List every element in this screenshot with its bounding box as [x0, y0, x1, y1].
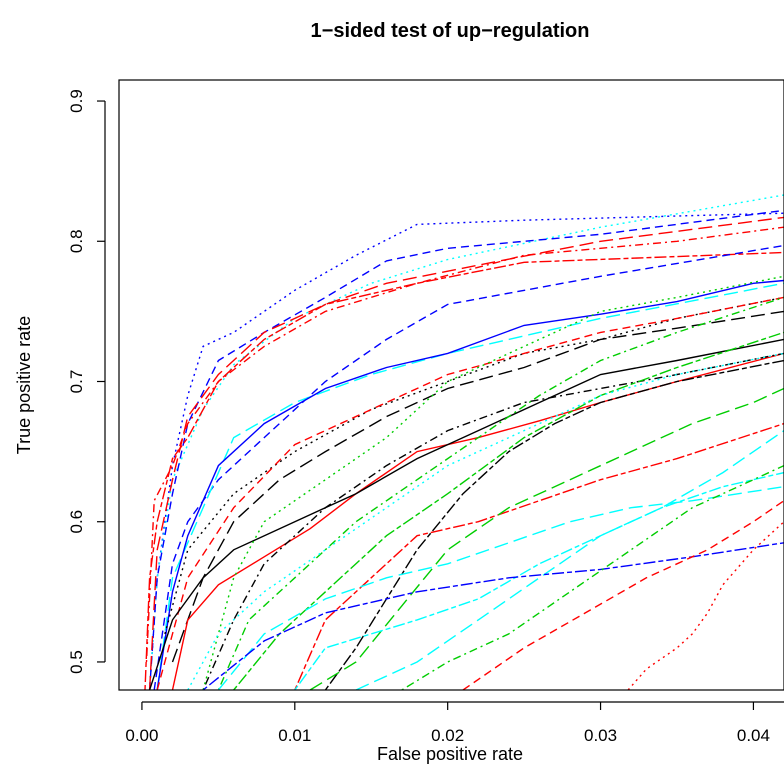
series-line-15: [202, 352, 784, 690]
series-line-17: [217, 296, 784, 690]
x-tick-label: 0.00: [125, 726, 158, 745]
series-line-13: [171, 352, 784, 690]
y-tick-label: 0.5: [67, 650, 86, 674]
series-line-16: [202, 275, 784, 690]
chart-title: 1−sided test of up−regulation: [311, 20, 590, 42]
series-line-11: [171, 310, 784, 663]
series-line-7: [153, 244, 784, 690]
series-line-8: [156, 282, 784, 690]
y-tick-label: 0.8: [67, 229, 86, 253]
series-line-23: [217, 486, 784, 690]
series-line-6: [144, 251, 784, 690]
axes-layer: 0.00 0.01 0.02 0.03 0.04 0.5 0.6 0.7 0.8 0.9: [67, 79, 784, 745]
series-layer: [144, 194, 784, 690]
series-line-14: [148, 338, 784, 690]
series-line-24: [294, 471, 784, 690]
series-line-19: [294, 422, 784, 690]
x-tick-label: 0.03: [584, 726, 617, 745]
series-line-9: [156, 279, 784, 690]
series-line-28: [462, 500, 784, 690]
y-tick-label: 0.6: [67, 510, 86, 534]
series-line-5: [145, 226, 784, 663]
x-axis-label: False positive rate: [377, 744, 523, 764]
series-line-21: [324, 359, 784, 690]
plot-frame: [118, 79, 784, 691]
x-tick-label: 0.02: [431, 726, 464, 745]
y-tick-label: 0.7: [67, 370, 86, 394]
series-line-18: [233, 331, 784, 690]
series-line-12: [156, 296, 784, 690]
series-line-25: [355, 430, 784, 690]
x-tick-label: 0.04: [737, 726, 770, 745]
series-line-20: [187, 352, 784, 690]
series-line-26: [202, 542, 784, 690]
x-tick-label: 0.01: [278, 726, 311, 745]
series-line-4: [148, 216, 784, 690]
series-line-27: [401, 464, 784, 690]
series-line-1: [148, 212, 784, 690]
y-axis-label: True positive rate: [14, 316, 34, 454]
series-line-22: [309, 387, 784, 690]
series-line-3: [148, 209, 784, 690]
series-line-2: [148, 194, 784, 690]
y-tick-label: 0.9: [67, 89, 86, 113]
series-line-10: [164, 296, 784, 635]
